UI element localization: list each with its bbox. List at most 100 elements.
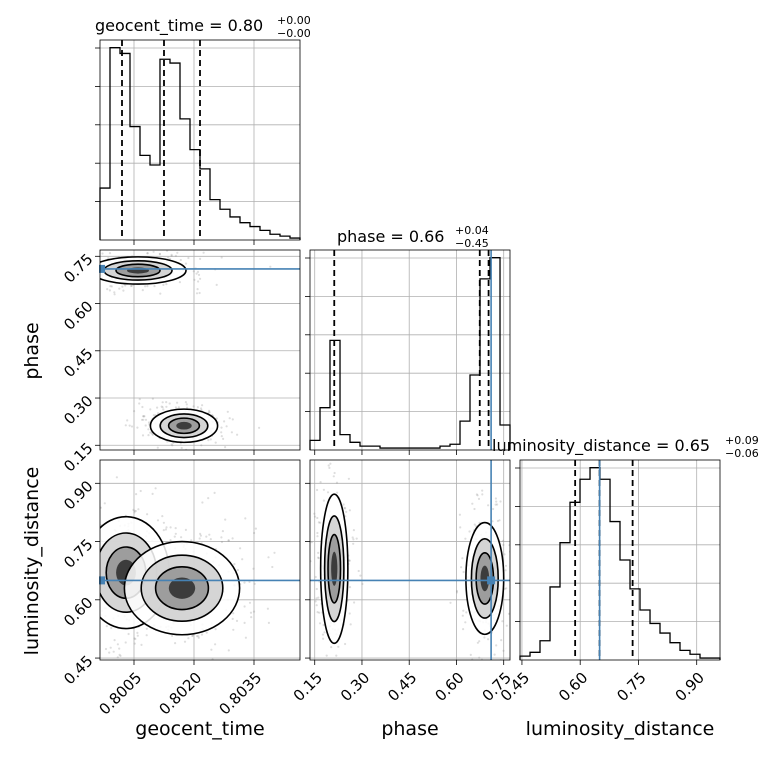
sample-point (478, 656, 481, 659)
sample-point (180, 536, 183, 539)
sample-point (461, 614, 464, 617)
sample-point (330, 418, 332, 420)
y-tick-label: 0.45 (60, 345, 96, 381)
sample-point (248, 601, 252, 604)
sample-point (151, 397, 154, 400)
sample-point (209, 538, 212, 541)
sample-point (348, 559, 351, 562)
sample-point (161, 515, 164, 518)
sample-point (499, 500, 502, 503)
sample-point (63, 607, 65, 609)
sample-point (205, 535, 208, 538)
sample-point (105, 625, 108, 628)
x-tick-label: 0.90 (672, 669, 708, 705)
sample-point (45, 303, 47, 305)
sample-point (223, 420, 226, 423)
sample-point (133, 410, 136, 413)
sample-point (322, 488, 325, 491)
sample-point (325, 654, 328, 657)
sample-point (110, 626, 113, 630)
sample-point (352, 542, 355, 545)
sample-point (138, 398, 141, 401)
sample-point (197, 635, 200, 638)
sample-point (198, 291, 201, 295)
y-tick-label: 0.15 (60, 439, 96, 475)
sample-point (118, 653, 121, 656)
sample-point (487, 504, 490, 507)
sample-point (69, 258, 71, 260)
hist-panel-luminosity-distance (515, 459, 721, 665)
sample-point (116, 643, 119, 646)
sample-point (207, 497, 210, 500)
sample-point (243, 581, 246, 584)
sample-point (464, 621, 467, 624)
sample-point (161, 401, 164, 404)
sample-point (171, 634, 174, 638)
sample-point (118, 246, 120, 248)
axis-labels: 0.8005 0.8020 0.8035 0.15 0.30 0.45 0.60 0.75 0.… (60, 250, 708, 718)
sample-point (109, 285, 112, 288)
sample-point (220, 536, 223, 539)
sample-point (510, 620, 512, 622)
sample-point (162, 529, 165, 532)
sample-point (101, 252, 104, 255)
sample-point (329, 672, 331, 674)
sample-point (184, 401, 187, 404)
sample-point (139, 489, 142, 493)
sample-point (502, 649, 505, 652)
title-geocent-time: geocent_time = 0.80 (95, 16, 263, 36)
sample-point (455, 589, 459, 593)
sample-point (184, 262, 188, 265)
sample-point (317, 557, 320, 560)
sample-point (326, 491, 330, 494)
sample-point (183, 462, 185, 464)
sample-point (109, 646, 112, 649)
contour-line (123, 540, 241, 636)
sample-point (250, 616, 253, 619)
sample-point (153, 285, 156, 288)
sample-point (202, 251, 205, 254)
sample-point (121, 285, 124, 288)
sample-point (232, 628, 235, 631)
sample-point (351, 536, 354, 539)
sample-point (501, 620, 504, 623)
sample-point (316, 611, 319, 614)
sample-point (235, 619, 239, 623)
sample-point (126, 419, 129, 422)
sample-point (459, 526, 462, 529)
sample-point (507, 612, 510, 615)
sample-point (236, 433, 239, 436)
sample-point (142, 415, 145, 418)
sample-point (141, 289, 144, 292)
title-phase-plus: +0.04 (455, 224, 489, 237)
sample-point (169, 257, 172, 260)
sample-point (165, 405, 168, 408)
sample-point (473, 507, 476, 511)
title-geocent-time-plus: +0.00 (277, 14, 311, 27)
sample-point (170, 253, 173, 256)
sample-point (124, 424, 127, 427)
sample-point (79, 584, 81, 586)
x-tick-label: 0.30 (337, 669, 373, 705)
sample-point (177, 406, 180, 409)
hist-panel-geocent-time (95, 39, 301, 245)
sample-point (115, 661, 117, 663)
sample-point (348, 612, 351, 615)
sample-point (93, 267, 95, 269)
sample-point (124, 641, 127, 644)
sample-point (481, 489, 484, 492)
sample-point (156, 519, 160, 522)
sample-point (266, 607, 269, 610)
sample-point (332, 682, 334, 684)
sample-point (319, 481, 322, 484)
sample-point (170, 443, 173, 446)
sample-point (168, 402, 171, 405)
sample-point (174, 406, 177, 409)
density-level (480, 565, 490, 592)
sample-point (336, 735, 338, 737)
sample-point (233, 563, 236, 566)
grid (310, 250, 510, 450)
sample-point (144, 285, 147, 288)
sample-point (67, 241, 69, 243)
sample-point (138, 402, 141, 405)
